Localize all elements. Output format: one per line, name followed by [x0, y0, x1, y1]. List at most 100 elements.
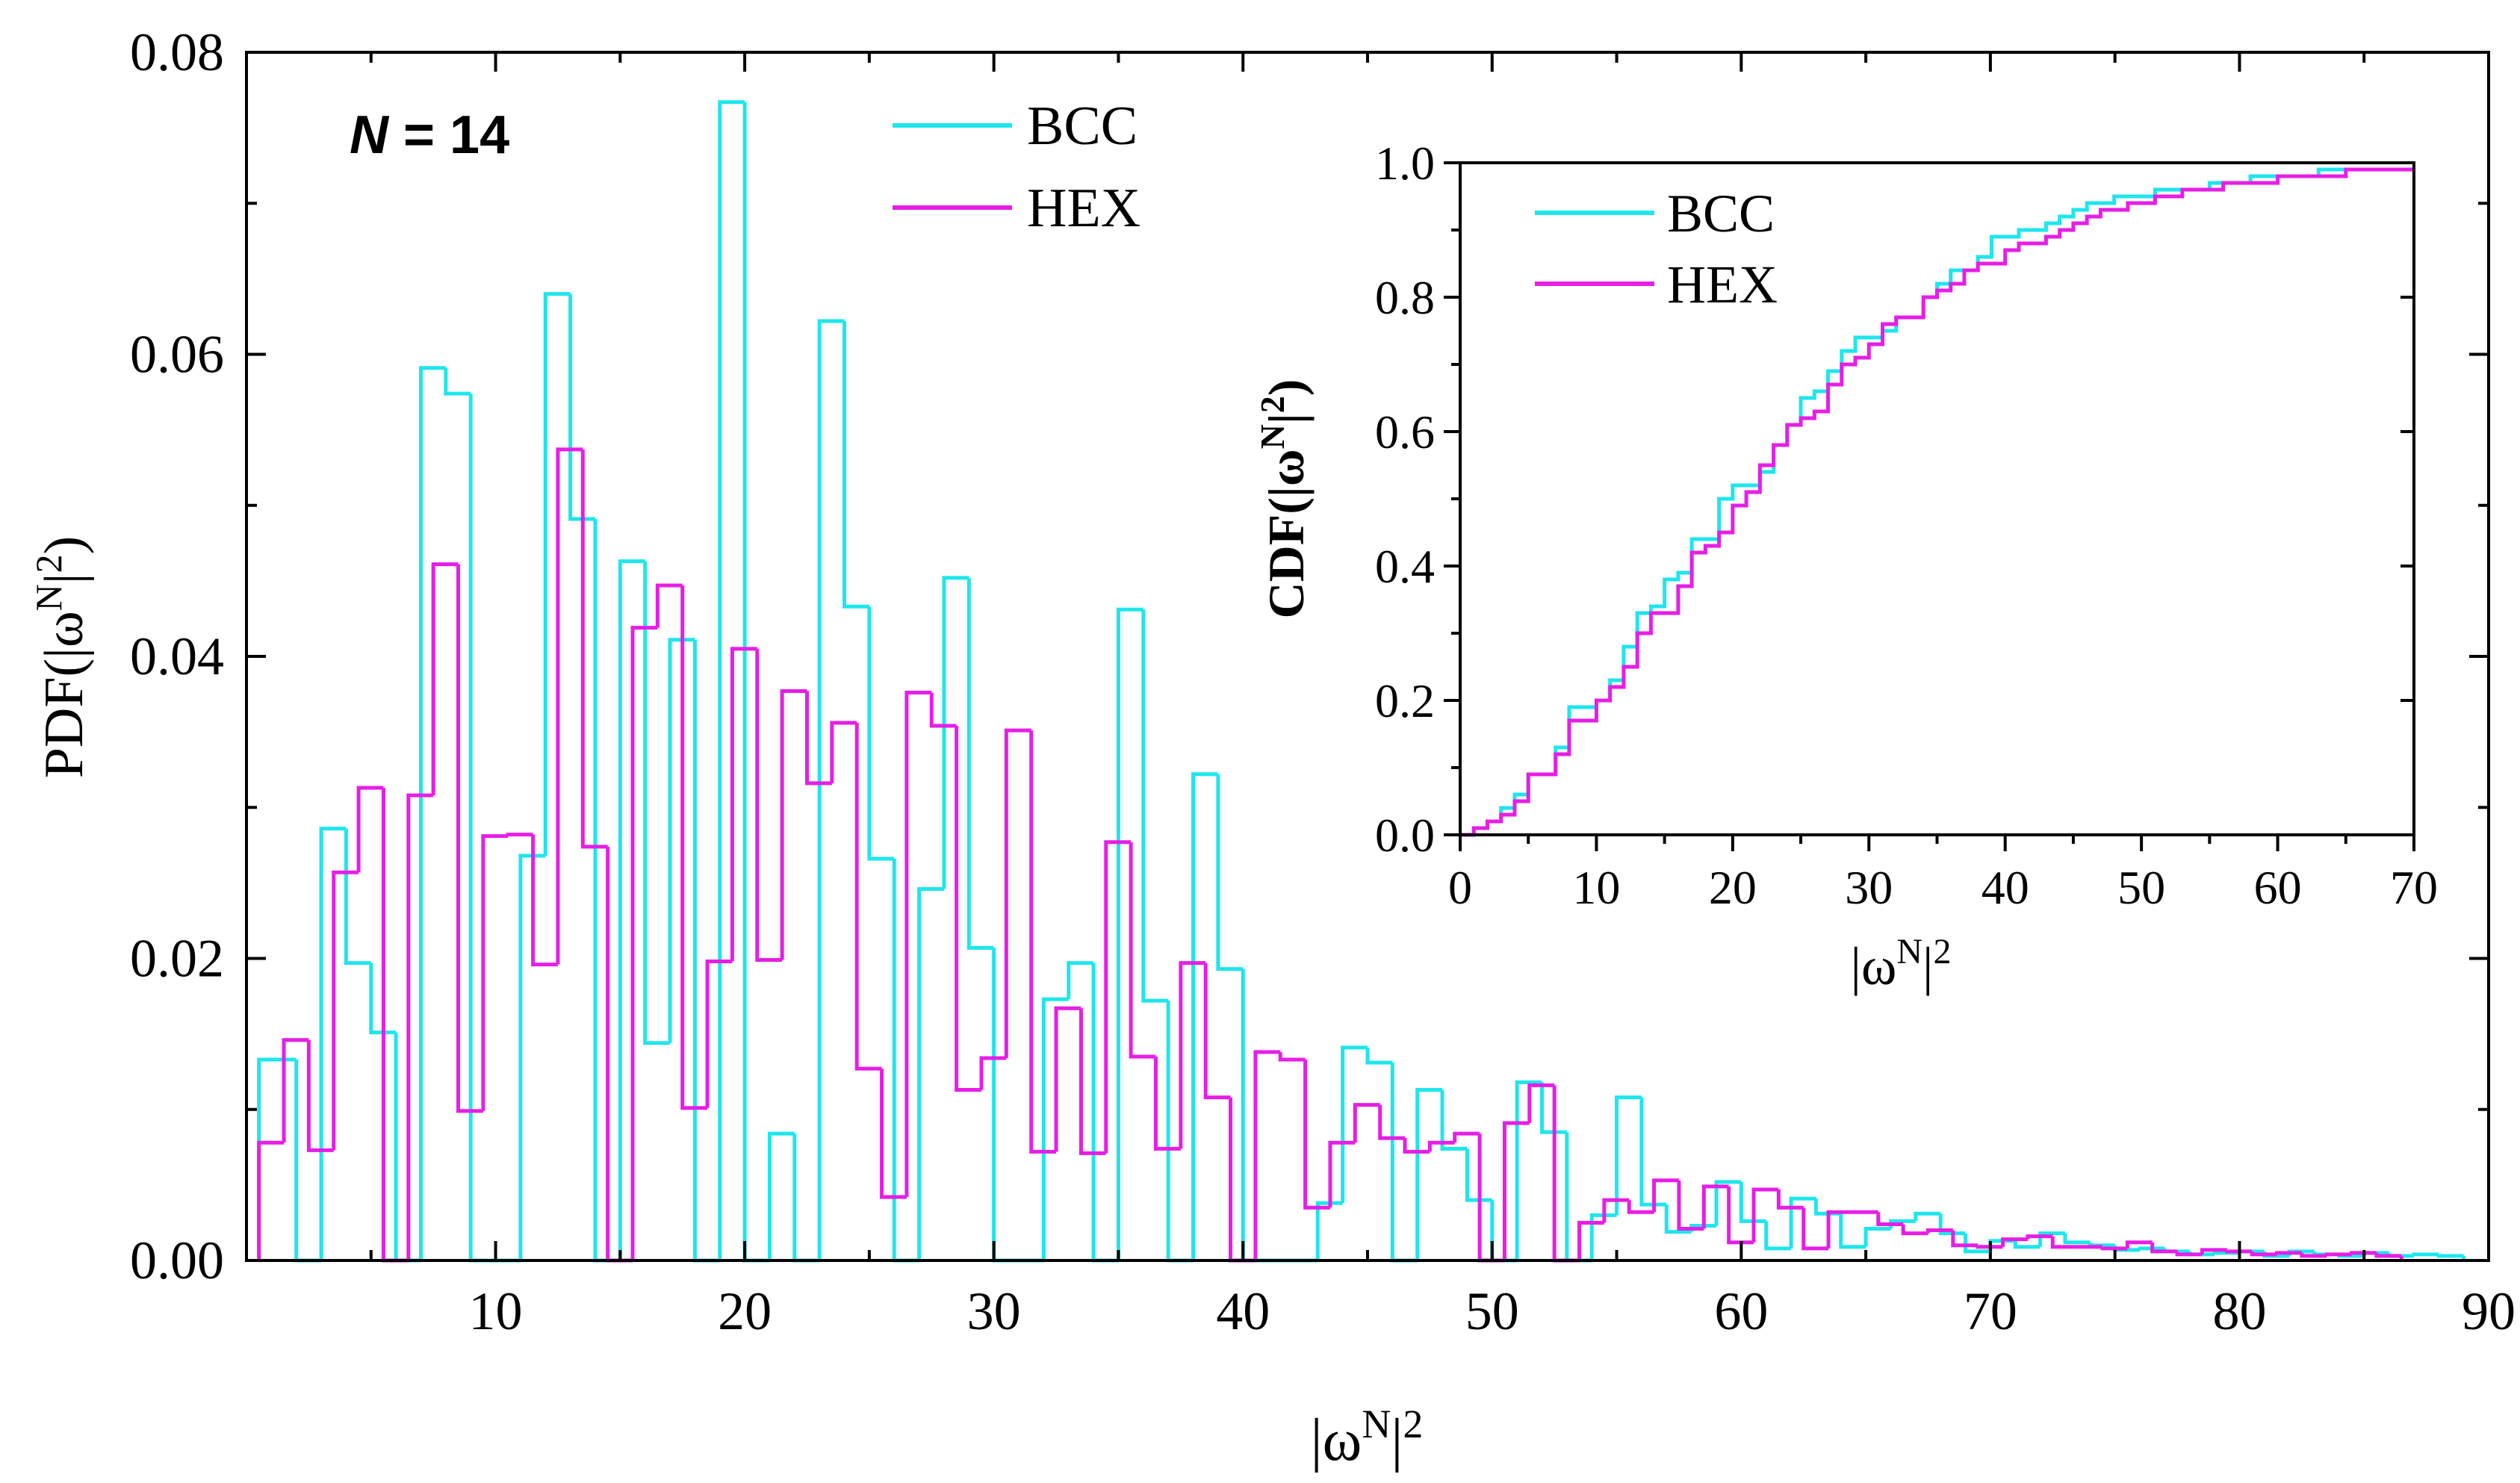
main-hex-bin-79 — [2225, 1249, 2253, 1254]
main-bcc-bin-45 — [1390, 1063, 1418, 1263]
main-bcc-bin-22 — [817, 319, 845, 1260]
inset-x-axis-label: |ωN|2 — [1851, 932, 1952, 996]
main-hex-bin-31 — [1029, 730, 1057, 1154]
main-bcc-bin-18 — [718, 100, 745, 1260]
main-hex-bin-33 — [1079, 1008, 1106, 1155]
main-legend: BCC HEX — [893, 96, 1140, 239]
main-hex-bin-3 — [332, 870, 359, 1151]
main-bcc-bin-65 — [1888, 1219, 1916, 1229]
main-hex-bin-34 — [1104, 840, 1132, 1154]
main-hex-bin-18 — [705, 960, 733, 1108]
main-bcc-bin-71 — [2038, 1231, 2065, 1247]
main-hex-bin-57 — [1677, 1180, 1704, 1231]
main-hex-bin-37 — [1179, 961, 1206, 1149]
main-x-axis-label: |ωN|2 — [1311, 1402, 1424, 1473]
main-bcc-bin-50 — [1515, 1080, 1542, 1260]
inset-y-tick-label-1: 0.2 — [1375, 674, 1435, 727]
main-hex-bin-46 — [1403, 1138, 1430, 1154]
main-hex-bin-4 — [356, 786, 384, 873]
main-hex-bin-76 — [2150, 1242, 2178, 1254]
main-hex-bin-10 — [506, 833, 533, 837]
main-hex-bin-65 — [1876, 1212, 1904, 1226]
main-bcc-bin-66 — [1914, 1211, 1941, 1222]
main-x-tick-label-30: 30 — [967, 1281, 1021, 1341]
main-hex-bin-13 — [580, 449, 608, 849]
main-bcc-bin-17 — [692, 639, 720, 1263]
main-hex-bin-50 — [1502, 1121, 1530, 1260]
main-hex-bin-59 — [1727, 1186, 1754, 1245]
main-bcc-bin-28 — [966, 577, 994, 950]
main-tick-layer: 10 20 30 40 50 60 70 80 900.000.020.040.060.08 — [130, 22, 2516, 1341]
main-hex-bin-35 — [1129, 842, 1156, 1059]
main-bcc-bin-64 — [1863, 1227, 1891, 1247]
main-hex-bin-67 — [1926, 1228, 1953, 1234]
main-bcc-bin-21 — [792, 1134, 820, 1263]
main-hex-bin-16 — [655, 583, 683, 628]
main-y-label-suffix: ) — [34, 536, 95, 555]
main-hex-bin-82 — [2300, 1252, 2327, 1258]
inset-y-tick-label-4: 0.8 — [1375, 271, 1435, 324]
inset-legend-hex-label: HEX — [1667, 255, 1778, 314]
main-legend-hex-label: HEX — [1027, 178, 1140, 239]
main-bcc-bin-12 — [568, 293, 595, 521]
main-y-tick-label-3: 0.06 — [130, 325, 224, 385]
main-bcc-bin-67 — [1938, 1213, 1966, 1236]
main-bcc-bin-0 — [257, 1057, 297, 1260]
inset-hex-cdf-line — [1460, 167, 2414, 837]
main-hex-bin-81 — [2274, 1251, 2302, 1255]
main-hex-bin-40 — [1253, 1050, 1281, 1260]
inset-legend: BCC HEX — [1535, 184, 1778, 314]
main-hex-bin-30 — [1004, 728, 1031, 1058]
main-bcc-bin-43 — [1341, 1045, 1368, 1204]
main-y-tick-label-1: 0.02 — [130, 929, 224, 989]
main-x-tick-label-60: 60 — [1714, 1281, 1768, 1341]
main-bcc-bin-14 — [618, 559, 645, 1260]
main-hex-bin-58 — [1701, 1184, 1729, 1229]
inset-x-tick-label-30: 30 — [1845, 861, 1893, 914]
main-bcc-bin-11 — [543, 292, 571, 856]
main-bcc-bin-55 — [1639, 1097, 1667, 1207]
main-hex-bin-29 — [979, 1056, 1007, 1090]
main-x-tick-label-20: 20 — [718, 1281, 772, 1341]
main-hex-bin-26 — [904, 691, 932, 1198]
main-y-tick-label-0: 0.00 — [130, 1231, 224, 1290]
main-hex-bin-61 — [1776, 1189, 1804, 1210]
main-y-label-bar: | — [34, 573, 95, 584]
main-bcc-bin-87 — [2436, 1254, 2464, 1258]
main-bcc-bin-34 — [1116, 607, 1143, 1260]
main-hex-bin-55 — [1627, 1200, 1654, 1214]
main-x-label-sup-n: N — [1362, 1402, 1391, 1446]
main-hex-bin-43 — [1328, 1140, 1356, 1208]
main-y-axis-label: PDF(|ωN|2) — [28, 536, 95, 779]
main-hex-bin-51 — [1527, 1083, 1555, 1123]
main-hex-bin-36 — [1153, 1056, 1181, 1151]
inset-x-tick-label-0: 0 — [1448, 861, 1472, 914]
main-hex-bin-54 — [1602, 1198, 1630, 1223]
inset-plot: 0 10 20 30 40 50 60 70 0.0 0.2 0.4 0.6 0.8 1.0 BCC HE… — [1253, 137, 2438, 996]
main-hex-bin-83 — [2324, 1252, 2352, 1257]
inset-y-label-suffix: ) — [1258, 379, 1315, 397]
inset-x-tick-label-10: 10 — [1572, 861, 1620, 914]
main-hex-bin-38 — [1203, 963, 1231, 1100]
inset-y-tick-label-2: 0.4 — [1375, 540, 1435, 593]
main-bcc-bin-47 — [1440, 1089, 1468, 1151]
main-bcc-bin-6 — [418, 366, 446, 1260]
main-y-label-sup-n: N — [28, 584, 69, 611]
main-hex-bin-85 — [2374, 1252, 2402, 1258]
annotation-value: = 14 — [388, 105, 509, 165]
main-hex-bin-15 — [630, 626, 658, 1260]
main-bcc-bin-68 — [1964, 1233, 1990, 1254]
inset-y-tick-label-5: 1.0 — [1375, 137, 1435, 190]
main-bcc-bin-75 — [2138, 1246, 2165, 1251]
main-x-tick-label-50: 50 — [1465, 1281, 1519, 1341]
inset-x-label-sup-n: N — [1896, 932, 1922, 971]
main-hex-bin-71 — [2026, 1234, 2053, 1240]
main-bcc-bin-72 — [2063, 1233, 2091, 1245]
inset-y-label-prefix: CDF(|ω — [1258, 449, 1315, 618]
main-hex-bin-77 — [2175, 1251, 2203, 1257]
main-hex-bin-27 — [929, 692, 957, 728]
main-bcc-bin-16 — [668, 638, 695, 1043]
main-y-tick-label-4: 0.08 — [130, 22, 224, 82]
main-x-tick-label-80: 80 — [2212, 1281, 2266, 1341]
main-hex-bin-22 — [805, 691, 832, 786]
